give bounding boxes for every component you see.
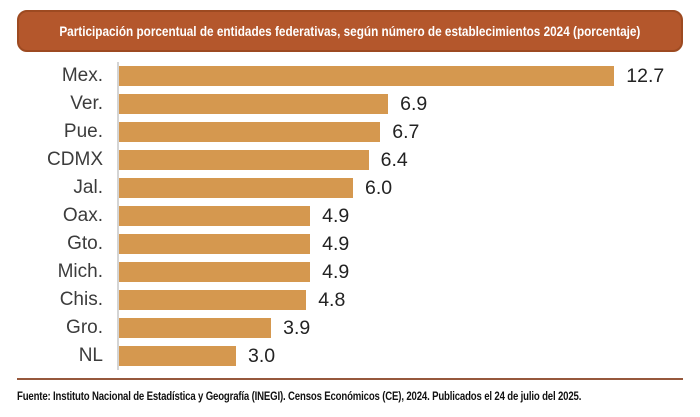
bar-track: 4.9 bbox=[117, 261, 683, 284]
value-label: 4.8 bbox=[318, 288, 346, 311]
value-label: 6.7 bbox=[392, 120, 420, 143]
chart-row: Mich. 4.9 bbox=[17, 258, 683, 286]
value-label: 6.9 bbox=[400, 92, 428, 115]
bar-chart: Mex. 12.7 Ver. 6.9 Pue. 6.7 CDMX 6.4 Jal. 6.0 Oax.… bbox=[17, 62, 683, 370]
value-label: 4.9 bbox=[322, 204, 350, 227]
bar-track: 6.7 bbox=[117, 121, 683, 144]
chart-row: Chis. 4.8 bbox=[17, 286, 683, 314]
bar bbox=[119, 346, 236, 366]
chart-row: Gro. 3.9 bbox=[17, 314, 683, 342]
chart-row: Pue. 6.7 bbox=[17, 118, 683, 146]
category-label: CDMX bbox=[47, 149, 103, 170]
category-label: Gto. bbox=[67, 233, 103, 254]
bar-track: 6.0 bbox=[117, 177, 683, 200]
value-label: 3.0 bbox=[248, 344, 276, 367]
bar bbox=[119, 290, 307, 310]
category-label: Pue. bbox=[63, 121, 103, 142]
bar-track: 4.9 bbox=[117, 233, 683, 256]
value-label: 4.9 bbox=[322, 260, 350, 283]
chart-title-banner: Participación porcentual de entidades fe… bbox=[17, 10, 683, 52]
source-note: Fuente: Instituto Nacional de Estadístic… bbox=[17, 387, 683, 405]
bar bbox=[119, 66, 615, 86]
value-label: 12.7 bbox=[626, 64, 665, 87]
footer-divider bbox=[17, 378, 683, 380]
bar bbox=[119, 206, 311, 226]
chart-row: NL 3.0 bbox=[17, 342, 683, 370]
bar bbox=[119, 262, 311, 282]
bar-rows: Mex. 12.7 Ver. 6.9 Pue. 6.7 CDMX 6.4 Jal. 6.0 Oax.… bbox=[17, 62, 683, 370]
category-label: Ver. bbox=[70, 93, 103, 114]
bar bbox=[119, 94, 389, 114]
value-label: 3.9 bbox=[283, 316, 311, 339]
bar-track: 3.9 bbox=[117, 317, 683, 340]
bar-track: 3.0 bbox=[117, 345, 683, 368]
category-label: Gro. bbox=[66, 317, 103, 338]
category-label: Mex. bbox=[61, 65, 103, 86]
bar bbox=[119, 318, 272, 338]
value-label: 6.0 bbox=[365, 176, 393, 199]
bar-track: 6.4 bbox=[117, 149, 683, 172]
chart-title: Participación porcentual de entidades fe… bbox=[59, 23, 641, 39]
chart-row: Ver. 6.9 bbox=[17, 90, 683, 118]
category-label: Mich. bbox=[57, 261, 103, 282]
value-label: 6.4 bbox=[380, 148, 408, 171]
category-label: NL bbox=[78, 345, 103, 366]
chart-row: Jal. 6.0 bbox=[17, 174, 683, 202]
category-label: Jal. bbox=[73, 177, 103, 198]
bar-track: 4.9 bbox=[117, 205, 683, 228]
bar-track: 12.7 bbox=[117, 65, 683, 88]
chart-row: CDMX 6.4 bbox=[17, 146, 683, 174]
category-label: Oax. bbox=[62, 205, 103, 226]
source-note-text: Fuente: Instituto Nacional de Estadístic… bbox=[17, 389, 582, 403]
bar-track: 6.9 bbox=[117, 93, 683, 116]
bar bbox=[119, 178, 353, 198]
chart-row: Gto. 4.9 bbox=[17, 230, 683, 258]
chart-row: Mex. 12.7 bbox=[17, 62, 683, 90]
category-label: Chis. bbox=[59, 289, 103, 310]
chart-row: Oax. 4.9 bbox=[17, 202, 683, 230]
bar bbox=[119, 122, 381, 142]
y-axis-line bbox=[117, 62, 119, 370]
value-label: 4.9 bbox=[322, 232, 350, 255]
bar bbox=[119, 150, 369, 170]
bar-track: 4.8 bbox=[117, 289, 683, 312]
bar bbox=[119, 234, 311, 254]
